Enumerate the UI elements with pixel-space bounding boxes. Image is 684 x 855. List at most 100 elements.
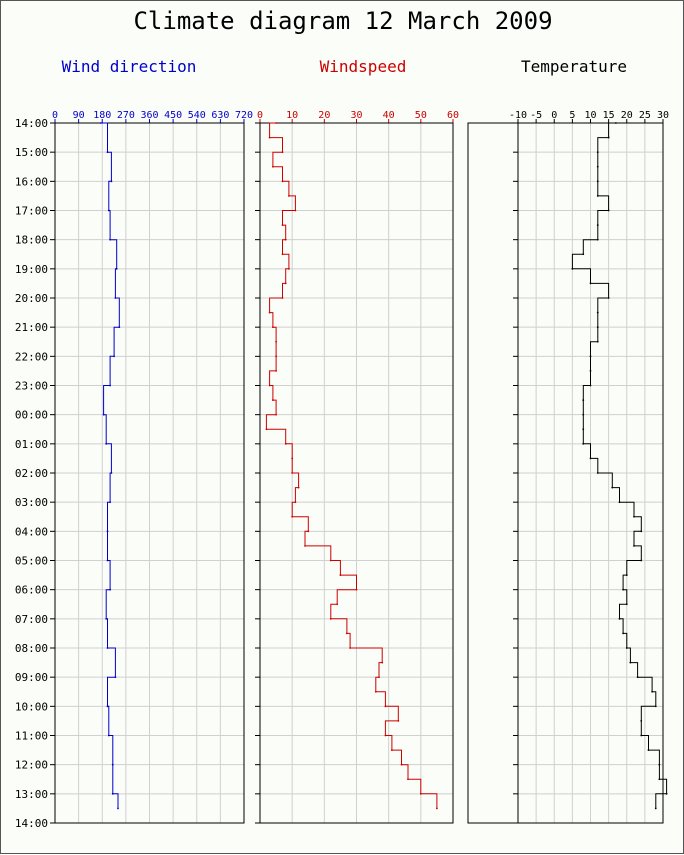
data-point [658,778,661,781]
data-point [589,370,592,372]
tick-label-time: 13:00 [15,788,48,801]
tick-label-time: 04:00 [15,525,48,538]
tick-label-time: 03:00 [15,496,48,509]
data-point [400,763,403,766]
data-point [419,792,422,795]
data-point [281,180,284,183]
temperature-left-box [467,122,519,824]
data-point [596,311,599,314]
data-point [288,195,290,197]
tick-label-x: 10 [286,110,298,121]
data-point [284,442,287,445]
data-point [589,384,592,387]
data-point [654,705,657,708]
data-point [268,311,271,314]
data-point [596,180,599,183]
tick-label-time: 20:00 [15,292,48,305]
data-point [291,457,294,460]
tick-label-x: 25 [639,110,651,121]
tick-label-time: 17:00 [15,205,48,218]
data-point [589,282,592,285]
data-point [596,472,599,474]
tick-label-x: -5 [530,110,542,121]
data-point [625,603,628,606]
data-point [640,530,643,533]
data-point [607,136,610,139]
tick-label-time: 01:00 [15,438,48,451]
data-point [640,720,643,722]
data-point [105,617,108,620]
panel-frame [54,122,245,824]
data-point [571,267,574,270]
data-point [582,253,585,256]
tick-label-time: 05:00 [15,555,48,568]
data-point [397,720,400,722]
data-point [265,428,268,431]
data-point [107,209,110,212]
data-point [294,501,297,504]
data-point [339,574,342,576]
tick-label-time: 10:00 [15,700,48,713]
tick-label-time: 18:00 [15,234,48,247]
data-point [589,457,592,460]
tick-label-time: 14:00 [15,817,48,830]
data-point [378,676,380,679]
tick-label-time: 00:00 [15,409,48,422]
data-point [407,778,409,781]
data-point [582,413,585,416]
data-point [589,355,592,358]
tick-label-x: 20 [318,110,330,121]
tick-label-time: 15:00 [15,146,48,159]
data-point [596,195,599,197]
data-point [271,326,274,329]
data-point [596,224,599,226]
data-point [291,472,294,474]
data-point [114,676,117,679]
data-point [115,267,118,270]
tick-label-time: 14:00 [15,117,48,130]
data-point [109,238,112,241]
tick-label-time: 09:00 [15,671,48,684]
tick-label-x: 50 [415,110,427,121]
data-point [297,486,300,489]
data-point [106,647,109,649]
data-point [651,690,654,693]
data-point [329,617,332,620]
tick-label-time: 12:00 [15,759,48,772]
tick-label-x: 60 [447,110,459,121]
data-point [390,749,393,751]
data-point [110,180,113,183]
tick-label-x: 30 [350,110,362,121]
tick-label-x: 270 [117,110,135,121]
tick-label-x: 540 [188,110,206,121]
tick-label-x: 630 [211,110,229,121]
data-point [109,384,112,387]
tick-label-x: 40 [383,110,395,121]
panel-title: Temperature [521,57,627,76]
data-point [582,428,585,431]
data-point [281,253,284,256]
data-point [625,647,628,649]
data-point [111,792,114,795]
series-line [265,122,438,809]
tick-label-x: 10 [584,110,596,121]
data-point [384,734,387,737]
data-point [281,151,284,154]
data-point [281,297,284,299]
data-point [329,559,332,562]
tick-label-time: 07:00 [15,613,48,626]
tick-label-x: 5 [569,110,575,121]
data-point [275,413,277,416]
data-point [596,151,599,154]
data-point [117,807,119,810]
data-point [288,267,290,270]
data-point [625,574,628,576]
data-point [384,705,387,708]
tick-label-x: 180 [93,110,111,121]
tick-label-time: 21:00 [15,321,48,334]
data-point [275,355,277,358]
data-point [106,559,109,562]
data-point [106,530,109,533]
tick-label-x: 20 [621,110,633,121]
data-point [271,399,274,401]
